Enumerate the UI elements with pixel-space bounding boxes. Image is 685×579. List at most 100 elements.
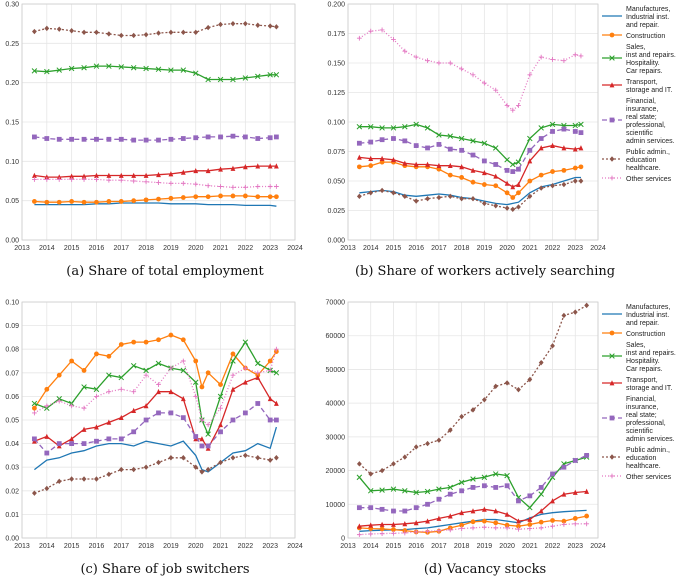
data-point-transport (391, 521, 396, 527)
series-other (32, 346, 279, 428)
data-point-sales (538, 491, 544, 497)
data-point-financial (425, 501, 430, 507)
series-line-transport (359, 144, 582, 188)
data-point-sales (424, 125, 431, 131)
data-point-other (481, 524, 487, 530)
data-point-transport (572, 489, 578, 495)
data-point-construction (538, 519, 544, 525)
data-point-public (459, 196, 465, 202)
x-tick-label: 2016 (89, 245, 105, 252)
data-point-other (32, 177, 37, 182)
data-point-other (56, 177, 62, 182)
legend-label-financial: insurance, (626, 106, 658, 113)
data-point-transport (180, 169, 186, 175)
data-point-public (527, 193, 533, 200)
x-tick-label: 2021 (213, 543, 229, 550)
data-point-sales (205, 76, 211, 83)
data-point-public (168, 29, 174, 36)
data-point-construction (391, 527, 396, 532)
data-point-public (493, 203, 499, 209)
panel-b-caption: (b) Share of workers actively searching (355, 264, 615, 279)
data-point-public (44, 25, 50, 32)
data-point-public (578, 178, 584, 184)
data-point-public (425, 440, 430, 447)
data-point-other (94, 394, 99, 399)
data-point-public (516, 204, 521, 210)
data-point-financial (106, 136, 112, 142)
data-point-public (510, 206, 516, 213)
data-point-transport (168, 388, 174, 395)
data-point-financial (356, 140, 362, 146)
data-point-public (504, 205, 510, 211)
x-tick-label: 2020 (499, 543, 515, 550)
series-construction (32, 332, 279, 411)
data-point-financial (168, 410, 174, 416)
data-point-financial (436, 496, 442, 502)
data-point-construction (504, 190, 510, 196)
data-point-transport (550, 498, 555, 504)
data-point-construction (69, 199, 75, 204)
legend-marker-financial (609, 415, 615, 421)
data-point-sales (130, 64, 137, 71)
data-point-public (143, 464, 149, 470)
data-point-financial (69, 441, 75, 446)
data-point-public (470, 196, 476, 202)
data-point-other (561, 58, 567, 64)
data-point-construction (356, 164, 362, 170)
data-point-other (379, 27, 385, 33)
data-point-construction (550, 169, 555, 174)
series-line-other (34, 178, 277, 188)
data-point-transport (391, 156, 396, 163)
data-point-financial (391, 508, 396, 514)
data-point-other (193, 181, 199, 187)
data-point-other (436, 60, 442, 66)
data-point-financial (413, 143, 419, 148)
legend-label-transport: Transport, (626, 377, 658, 384)
data-point-construction (118, 342, 124, 347)
y-tick-label: 0.200 (327, 2, 345, 9)
data-point-financial (516, 166, 521, 172)
series-financial (356, 126, 584, 174)
data-point-construction (106, 353, 112, 359)
data-point-public (230, 20, 236, 27)
y-tick-label: 0.08 (5, 347, 19, 354)
data-point-sales (118, 64, 125, 70)
data-point-other (561, 522, 567, 527)
data-point-other (391, 37, 396, 42)
data-point-public (267, 23, 273, 29)
x-tick-label: 2022 (545, 245, 561, 252)
data-point-other (156, 382, 161, 387)
data-point-public (550, 343, 555, 349)
panel-d-vacancy-stocks: (d) Vacancy stocks 0 10000 20000 30000 40000… (326, 300, 606, 578)
data-point-public (94, 29, 99, 36)
legend-label-manufactures: and repair. (626, 320, 659, 327)
y-tick-label: 60000 (326, 333, 346, 340)
data-point-transport (493, 508, 499, 514)
data-point-financial (273, 134, 279, 140)
data-point-sales (230, 76, 236, 83)
y-tick-label: 0.150 (327, 61, 345, 68)
data-point-sales (458, 479, 465, 486)
x-tick-label: 2019 (477, 245, 493, 252)
panel-a-caption: (a) Share of total employment (66, 264, 264, 279)
data-point-sales (402, 488, 408, 494)
data-point-transport (81, 426, 87, 432)
data-point-other (584, 521, 590, 527)
legend-label-sales: Sales, (626, 342, 646, 349)
data-point-other (81, 405, 87, 411)
legend-label-public: Public admin., (626, 447, 670, 454)
data-point-other (180, 358, 186, 364)
data-point-public (493, 383, 499, 389)
data-point-other (168, 365, 174, 371)
data-point-transport (143, 403, 149, 409)
data-point-construction (470, 519, 476, 525)
data-point-public (538, 359, 544, 366)
data-point-other (143, 179, 149, 185)
data-point-other (459, 66, 465, 72)
series-line-construction (33, 334, 277, 409)
data-point-sales (458, 135, 465, 142)
data-point-other (205, 422, 211, 428)
y-tick-label: 0.00 (5, 536, 19, 543)
data-point-public (56, 478, 62, 485)
